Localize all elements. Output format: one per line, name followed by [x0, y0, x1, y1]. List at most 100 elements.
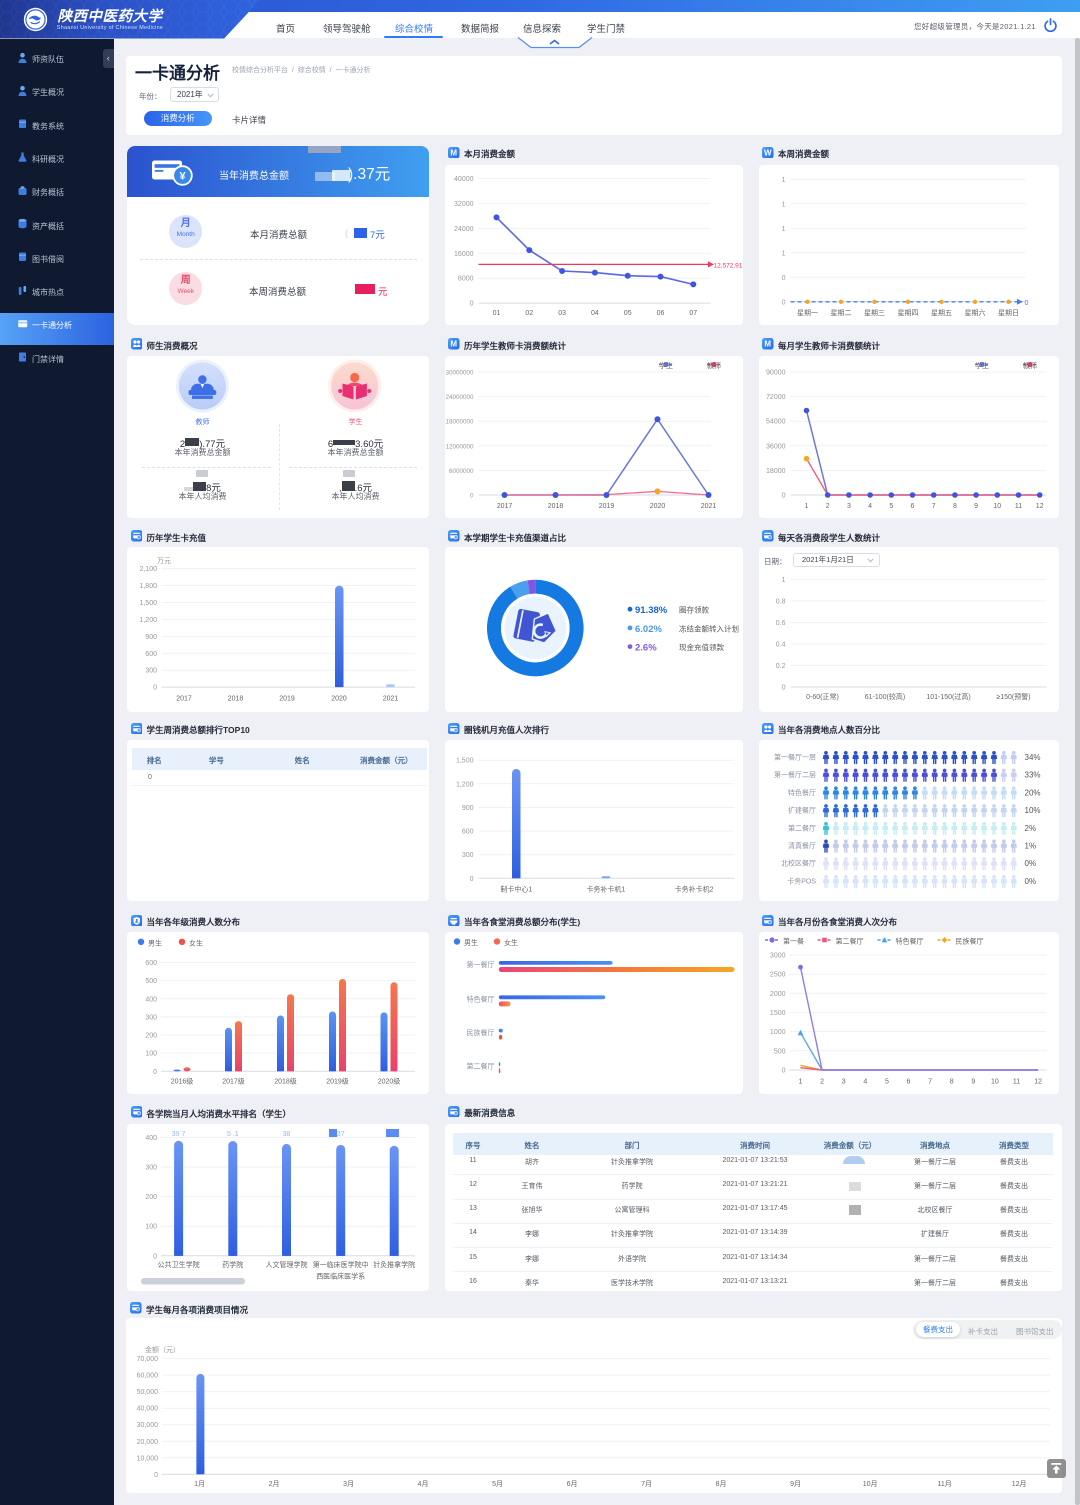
- svg-text:100: 100: [145, 1224, 157, 1231]
- svg-text:0.2: 0.2: [775, 663, 785, 670]
- svg-text:70,000: 70,000: [137, 1356, 159, 1363]
- svg-text:24000: 24000: [454, 225, 474, 232]
- svg-text:扩建餐厅: 扩建餐厅: [788, 806, 816, 815]
- svg-text:0: 0: [469, 876, 473, 883]
- svg-text:2: 2: [820, 1078, 824, 1085]
- svg-text:5: 5: [884, 1078, 888, 1085]
- svg-text:101-150(过高): 101-150(过高): [926, 692, 970, 701]
- svg-text:4: 4: [863, 1078, 867, 1085]
- svg-text:万元: 万元: [157, 557, 171, 565]
- svg-text:星期一: 星期一: [797, 309, 818, 317]
- svg-text:M: M: [764, 340, 771, 349]
- svg-text:2021: 2021: [700, 503, 716, 510]
- svg-text:1: 1: [781, 176, 785, 183]
- svg-text:7月: 7月: [641, 1480, 652, 1488]
- svg-text:第一餐厅二层: 第一餐厅二层: [774, 770, 816, 779]
- svg-text:05: 05: [623, 310, 631, 317]
- svg-text:2018: 2018: [547, 503, 563, 510]
- svg-text:星期二: 星期二: [830, 309, 851, 317]
- svg-text:20,000: 20,000: [137, 1439, 159, 1446]
- svg-text:0: 0: [153, 685, 157, 692]
- svg-text:0: 0: [781, 685, 785, 692]
- svg-text:教师: 教师: [707, 361, 721, 370]
- svg-text:60,000: 60,000: [137, 1373, 159, 1380]
- svg-text:600: 600: [145, 960, 157, 967]
- svg-text:8000: 8000: [457, 275, 473, 282]
- svg-text:圈存领款: 圈存领款: [679, 605, 709, 615]
- svg-text:12: 12: [1034, 1078, 1042, 1085]
- svg-text:30,000: 30,000: [137, 1422, 159, 1429]
- svg-text:第一临床医学院中: 第一临床医学院中: [313, 1260, 369, 1269]
- svg-text:星期四: 星期四: [897, 309, 918, 317]
- svg-text:0: 0: [781, 1067, 785, 1074]
- svg-text:第一餐厅: 第一餐厅: [466, 960, 494, 969]
- svg-text:50,000: 50,000: [137, 1389, 159, 1396]
- svg-text:72000: 72000: [766, 394, 786, 401]
- svg-text:1月: 1月: [194, 1480, 205, 1488]
- svg-text:1: 1: [781, 201, 785, 208]
- svg-text:03: 03: [558, 310, 566, 317]
- svg-text:特色餐厅: 特色餐厅: [788, 788, 816, 797]
- svg-text:12000000: 12000000: [445, 443, 474, 450]
- svg-text:药学院: 药学院: [222, 1260, 243, 1269]
- svg-text:9: 9: [971, 1078, 975, 1085]
- svg-text:2021: 2021: [383, 696, 399, 703]
- svg-text:第二餐厅: 第二餐厅: [788, 823, 816, 832]
- svg-text:11: 11: [1012, 1078, 1019, 1085]
- svg-text:制卡中心1: 制卡中心1: [500, 885, 532, 894]
- svg-text:600: 600: [145, 651, 157, 658]
- svg-text:星期三: 星期三: [864, 309, 885, 317]
- svg-text:清真餐厅: 清真餐厅: [788, 841, 816, 850]
- svg-text:2500: 2500: [769, 971, 785, 978]
- svg-text:1: 1: [798, 1078, 802, 1085]
- svg-text:1,200: 1,200: [139, 617, 157, 624]
- svg-text:1: 1: [781, 250, 785, 257]
- svg-text:12: 12: [1035, 503, 1043, 510]
- svg-text:女生: 女生: [504, 938, 518, 947]
- svg-text:200: 200: [145, 1194, 157, 1201]
- svg-text:教师: 教师: [1023, 361, 1037, 370]
- svg-text:民族餐厅: 民族餐厅: [955, 936, 983, 945]
- svg-text:10,000: 10,000: [137, 1455, 159, 1462]
- svg-text:2.6%: 2.6%: [635, 643, 657, 654]
- svg-text:≥150(预警): ≥150(预警): [996, 692, 1030, 701]
- svg-text:2019: 2019: [279, 696, 295, 703]
- svg-text:0: 0: [153, 1253, 157, 1260]
- svg-text:2019级: 2019级: [326, 1076, 349, 1085]
- svg-text:西医临床医学系: 西医临床医学系: [316, 1272, 365, 1281]
- svg-text:8月: 8月: [716, 1480, 727, 1488]
- svg-text:18000000: 18000000: [445, 418, 474, 425]
- svg-text:10%: 10%: [1024, 806, 1040, 815]
- svg-text:2020: 2020: [649, 503, 665, 510]
- svg-text:5 .1: 5 .1: [227, 1131, 239, 1138]
- svg-text:2017: 2017: [496, 503, 512, 510]
- svg-text:2019: 2019: [598, 503, 614, 510]
- svg-text:500: 500: [145, 978, 157, 985]
- svg-text:300: 300: [461, 852, 473, 859]
- svg-text:10: 10: [991, 1078, 999, 1085]
- svg-text:39 7: 39 7: [172, 1131, 186, 1138]
- svg-text:07: 07: [689, 310, 697, 317]
- svg-text:第一餐厅一层: 第一餐厅一层: [774, 752, 816, 761]
- svg-text:0%: 0%: [1024, 877, 1036, 886]
- svg-text:300: 300: [145, 1165, 157, 1172]
- svg-text:300: 300: [145, 1014, 157, 1021]
- svg-text:5月: 5月: [492, 1480, 503, 1488]
- svg-text:2018: 2018: [228, 696, 244, 703]
- svg-text:0%: 0%: [1024, 859, 1036, 868]
- svg-text:0.8: 0.8: [775, 599, 785, 606]
- svg-text:8: 8: [949, 1078, 953, 1085]
- svg-text:2%: 2%: [1024, 824, 1036, 833]
- svg-text:10月: 10月: [863, 1480, 878, 1488]
- svg-text:9: 9: [974, 503, 978, 510]
- svg-text:学生: 学生: [659, 361, 673, 370]
- svg-text:1%: 1%: [1024, 842, 1036, 851]
- svg-text:4: 4: [868, 503, 872, 510]
- svg-text:3: 3: [841, 1078, 845, 1085]
- svg-text:01: 01: [492, 310, 500, 317]
- svg-text:第二餐厅: 第二餐厅: [466, 1061, 494, 1070]
- svg-text:500: 500: [773, 1048, 785, 1055]
- svg-text:2020: 2020: [331, 696, 347, 703]
- svg-text:100: 100: [145, 1050, 157, 1057]
- svg-text:女生: 女生: [189, 938, 203, 947]
